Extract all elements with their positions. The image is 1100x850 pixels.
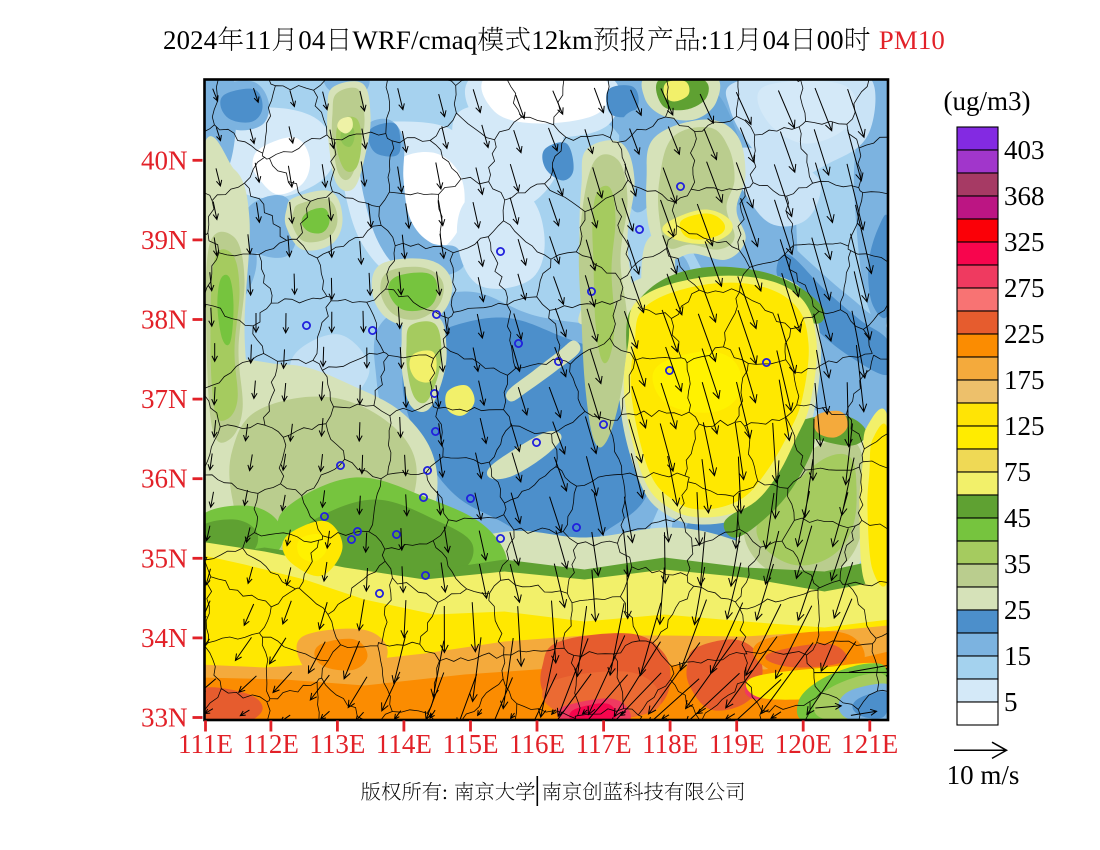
- svg-text:117E: 117E: [576, 729, 632, 759]
- svg-text:37N: 37N: [141, 384, 188, 414]
- svg-text:35N: 35N: [141, 543, 188, 573]
- svg-text:112E: 112E: [243, 729, 299, 759]
- svg-text:325: 325: [1004, 227, 1045, 257]
- svg-text:113E: 113E: [309, 729, 365, 759]
- svg-text:111E: 111E: [178, 729, 233, 759]
- svg-text:75: 75: [1004, 457, 1031, 487]
- svg-text:118E: 118E: [642, 729, 698, 759]
- svg-text:35: 35: [1004, 549, 1031, 579]
- svg-text:225: 225: [1004, 319, 1045, 349]
- svg-text:121E: 121E: [841, 729, 898, 759]
- svg-text:34N: 34N: [141, 623, 188, 653]
- svg-text:15: 15: [1004, 641, 1031, 671]
- svg-text:45: 45: [1004, 503, 1031, 533]
- svg-text:39N: 39N: [141, 225, 188, 255]
- svg-text:120E: 120E: [775, 729, 832, 759]
- svg-text:33N: 33N: [141, 703, 188, 733]
- svg-text:368: 368: [1004, 181, 1045, 211]
- svg-text:36N: 36N: [141, 464, 188, 494]
- svg-text:5: 5: [1004, 687, 1018, 717]
- svg-text:10 m/s: 10 m/s: [947, 760, 1020, 790]
- svg-text:125: 125: [1004, 411, 1045, 441]
- svg-text:119E: 119E: [709, 729, 765, 759]
- svg-text:(ug/m3): (ug/m3): [944, 86, 1031, 116]
- svg-text:25: 25: [1004, 595, 1031, 625]
- svg-text:38N: 38N: [141, 305, 188, 335]
- svg-text:114E: 114E: [376, 729, 432, 759]
- svg-text:40N: 40N: [141, 145, 188, 175]
- svg-text:116E: 116E: [509, 729, 565, 759]
- svg-text:175: 175: [1004, 365, 1045, 395]
- svg-text:115E: 115E: [443, 729, 499, 759]
- svg-text:403: 403: [1004, 135, 1045, 165]
- svg-text:275: 275: [1004, 273, 1045, 303]
